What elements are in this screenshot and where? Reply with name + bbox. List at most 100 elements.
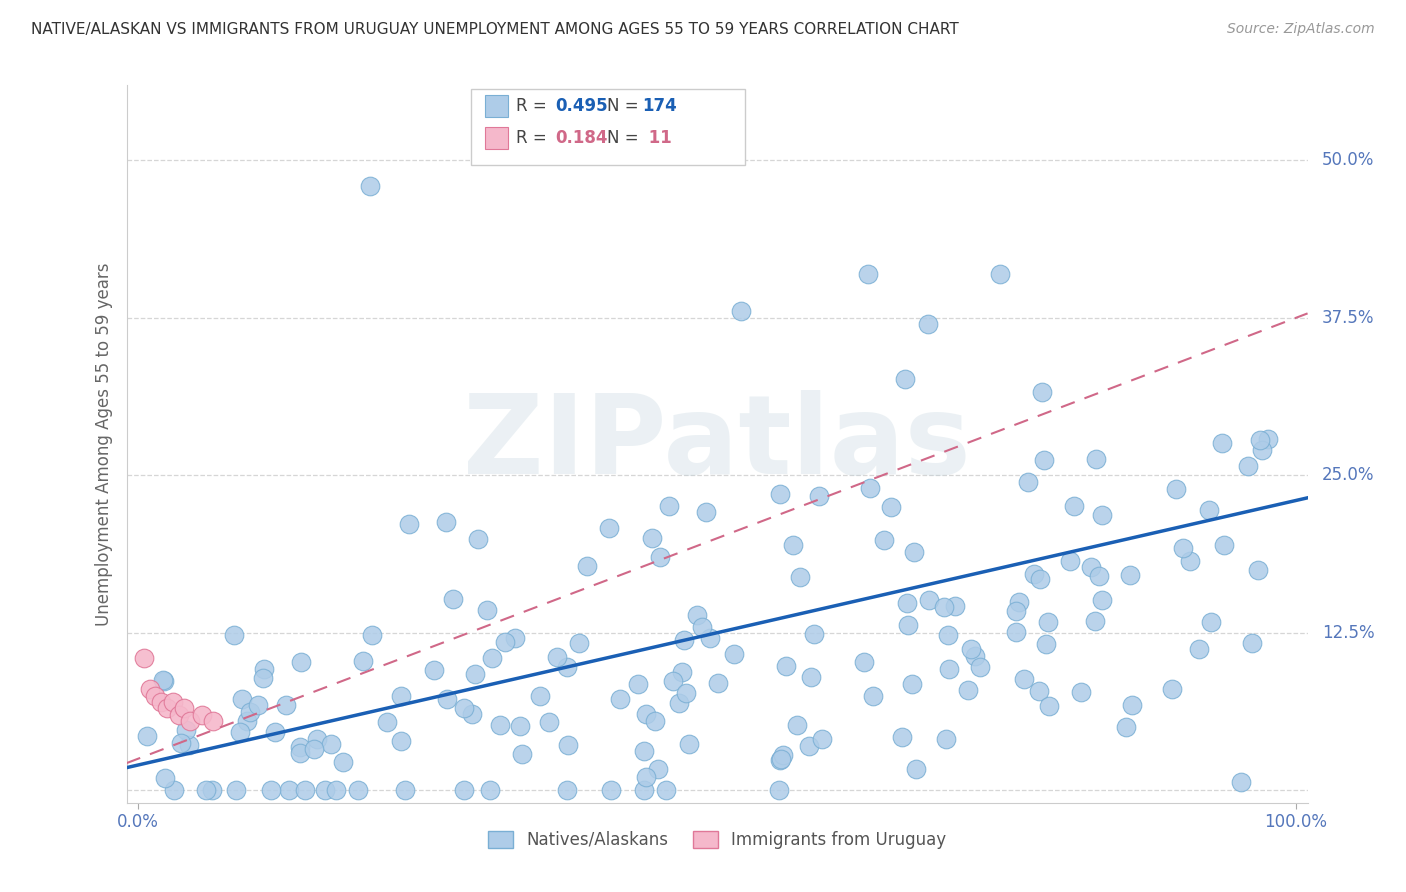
Point [479, 783, 502, 797]
Point [690, 620, 713, 634]
Point [662, 674, 685, 689]
Point [938, 662, 960, 676]
Text: R =: R = [516, 128, 553, 147]
Point [1164, 482, 1187, 496]
Point [936, 628, 959, 642]
Point [655, 783, 678, 797]
Text: 11: 11 [643, 128, 671, 147]
Point [176, 723, 198, 737]
Text: 25.0%: 25.0% [1322, 467, 1374, 484]
Point [163, 783, 186, 797]
Point [1070, 685, 1092, 699]
Point [162, 695, 184, 709]
Point [901, 677, 924, 691]
Point [375, 715, 398, 730]
Point [494, 635, 516, 649]
Point [464, 666, 486, 681]
Point [1084, 614, 1107, 628]
Point [772, 747, 794, 762]
Point [1005, 624, 1028, 639]
Point [225, 783, 247, 797]
Point [332, 756, 354, 770]
Point [658, 499, 681, 513]
Point [636, 770, 658, 784]
Point [768, 783, 790, 797]
Point [671, 665, 693, 680]
Text: 12.5%: 12.5% [1322, 624, 1375, 641]
Point [253, 662, 276, 676]
Point [263, 724, 285, 739]
Point [797, 739, 820, 753]
Point [173, 701, 195, 715]
Point [1091, 593, 1114, 607]
Point [1085, 452, 1108, 467]
Point [191, 707, 214, 722]
Point [789, 570, 811, 584]
Text: NATIVE/ALASKAN VS IMMIGRANTS FROM URUGUAY UNEMPLOYMENT AMONG AGES 55 TO 59 YEARS: NATIVE/ALASKAN VS IMMIGRANTS FROM URUGUA… [31, 22, 959, 37]
Point [1230, 774, 1253, 789]
Point [1035, 637, 1057, 651]
Point [1091, 508, 1114, 522]
Point [1033, 453, 1056, 467]
Point [1178, 554, 1201, 568]
Point [222, 628, 245, 642]
Point [153, 771, 176, 785]
Point [1008, 594, 1031, 608]
Point [394, 783, 416, 797]
Text: 0.184: 0.184 [555, 128, 607, 147]
Text: R =: R = [516, 96, 553, 115]
Point [132, 651, 155, 665]
Point [1088, 569, 1111, 583]
Point [1038, 698, 1060, 713]
Point [963, 648, 986, 663]
Point [436, 691, 458, 706]
Point [775, 659, 797, 673]
Text: ZIPatlas: ZIPatlas [463, 391, 972, 497]
Point [723, 647, 745, 661]
Point [1121, 698, 1143, 713]
Point [1188, 641, 1211, 656]
Point [803, 627, 825, 641]
Point [1251, 442, 1274, 457]
Point [461, 707, 484, 722]
Point [546, 649, 568, 664]
Point [555, 783, 578, 797]
Point [807, 489, 830, 503]
Point [1199, 615, 1222, 629]
Text: 37.5%: 37.5% [1322, 309, 1374, 326]
Point [194, 783, 217, 797]
Point [477, 603, 499, 617]
Point [202, 714, 225, 728]
Point [917, 317, 939, 331]
Point [1257, 432, 1279, 446]
Point [699, 631, 721, 645]
Point [389, 689, 412, 703]
Point [678, 737, 700, 751]
Point [353, 654, 375, 668]
Point [675, 686, 697, 700]
Point [305, 732, 328, 747]
Point [150, 695, 173, 709]
Point [1017, 475, 1039, 489]
Point [138, 682, 160, 697]
Point [1024, 567, 1046, 582]
Point [505, 631, 527, 645]
Point [153, 673, 176, 688]
Point [537, 715, 560, 730]
Point [510, 747, 533, 761]
Point [145, 689, 167, 703]
Point [167, 707, 190, 722]
Point [1161, 681, 1184, 696]
Point [969, 660, 991, 674]
Point [294, 783, 316, 797]
Point [903, 545, 925, 559]
Text: N =: N = [607, 128, 644, 147]
Point [800, 670, 823, 684]
Point [609, 691, 631, 706]
Point [1237, 459, 1260, 474]
Point [627, 677, 650, 691]
Point [152, 673, 174, 688]
Point [1247, 564, 1270, 578]
Point [905, 762, 928, 776]
Point [853, 655, 876, 669]
